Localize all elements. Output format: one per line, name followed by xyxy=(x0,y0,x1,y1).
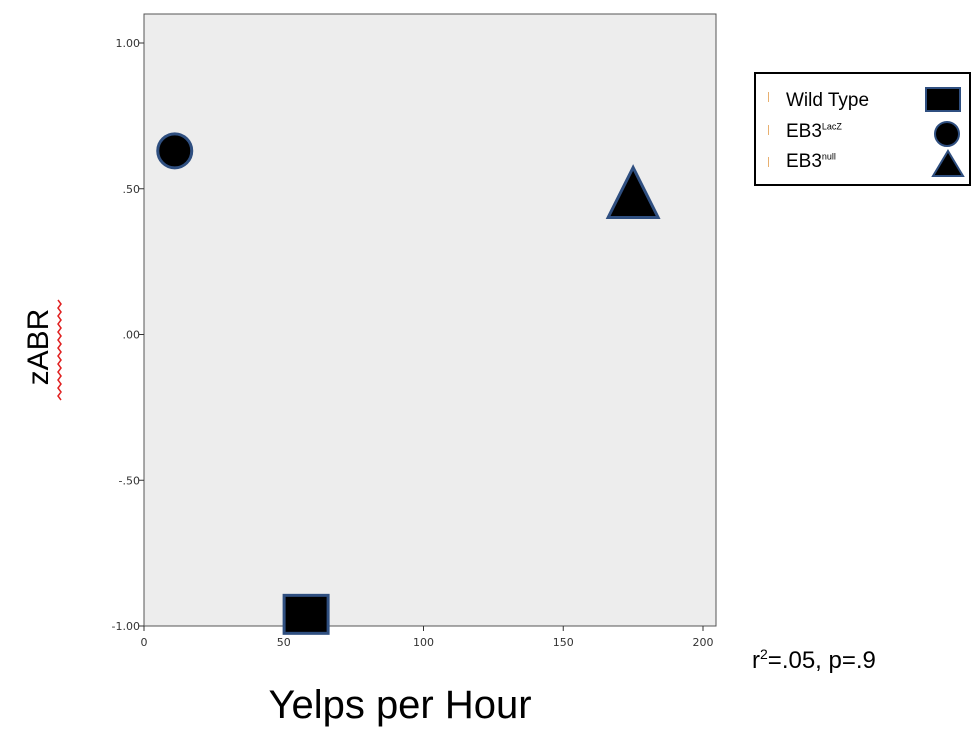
plot-area xyxy=(143,13,717,627)
data-point-circle xyxy=(156,132,194,170)
legend: Wild Type EB3LacZ EB3null xyxy=(754,72,971,186)
x-tick-label: 50 xyxy=(277,636,291,649)
y-axis-ticks: -1.00 -.50 .00 .50 1.00 xyxy=(112,37,144,633)
y-axis-label: zABR xyxy=(22,309,55,386)
x-tick-label: 200 xyxy=(693,636,714,649)
legend-item-eb3-null: EB3null xyxy=(756,149,969,181)
x-tick-label: 100 xyxy=(413,636,434,649)
legend-item-wild-type: Wild Type xyxy=(756,84,969,116)
x-axis-label: Yelps per Hour xyxy=(268,683,531,727)
legend-label-eb3-null-base: EB3 xyxy=(786,151,822,172)
spellcheck-underline xyxy=(57,299,62,401)
data-point-triangle xyxy=(605,164,661,219)
legend-item-eb3-lacz: EB3LacZ xyxy=(756,117,969,149)
stats-prefix: r xyxy=(752,647,760,674)
square-icon xyxy=(925,87,961,112)
legend-label-eb3-null: EB3null xyxy=(786,151,836,173)
x-axis-ticks: 0 50 100 150 200 xyxy=(141,626,714,649)
stats-superscript: 2 xyxy=(760,646,768,662)
legend-label-eb3-null-sup: null xyxy=(821,151,836,162)
legend-tick-mark xyxy=(768,92,769,102)
x-tick-label: 150 xyxy=(553,636,574,649)
triangle-icon xyxy=(931,149,965,177)
circle-icon xyxy=(934,121,960,147)
y-tick-label: -1.00 xyxy=(112,620,140,633)
legend-label-eb3-lacz-sup: LacZ xyxy=(821,121,842,132)
y-tick-label: .50 xyxy=(123,183,141,196)
y-tick-label: 1.00 xyxy=(116,37,141,50)
stats-suffix: =.05, p=.9 xyxy=(767,647,876,674)
x-tick-label: 0 xyxy=(141,636,148,649)
legend-tick-mark xyxy=(768,157,769,167)
data-points xyxy=(156,132,661,635)
y-tick-label: .00 xyxy=(123,329,141,342)
legend-tick-mark xyxy=(768,125,769,135)
data-point-square xyxy=(282,593,330,635)
legend-label-eb3-lacz: EB3LacZ xyxy=(786,121,842,143)
legend-label-eb3-lacz-base: EB3 xyxy=(786,121,822,142)
legend-label-wild-type: Wild Type xyxy=(786,90,870,111)
regression-stats: r2=.05, p=.9 xyxy=(752,646,876,675)
y-tick-label: -.50 xyxy=(119,474,140,487)
